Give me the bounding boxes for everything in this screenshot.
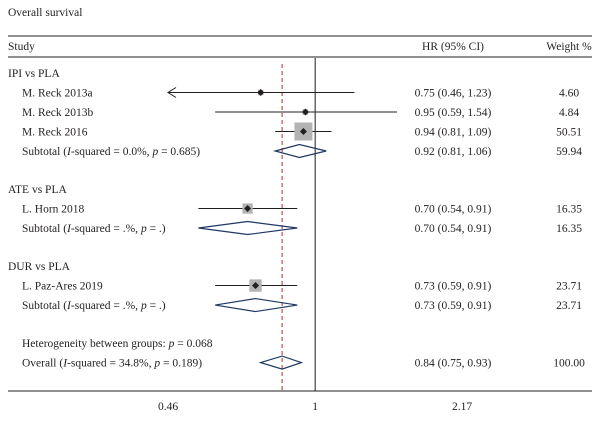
weight-value: 4.84 <box>559 107 579 119</box>
hr-value: 0.73 (0.59, 0.91) <box>415 281 492 293</box>
weight-value: 50.51 <box>556 127 582 139</box>
chart-title: Overall survival <box>8 7 82 19</box>
subtotal-hr-value: 0.70 (0.54, 0.91) <box>415 223 492 235</box>
study-name: M. Reck 2013b <box>22 107 93 119</box>
overall-weight-value: 100.00 <box>553 358 585 370</box>
hr-value: 0.95 (0.59, 1.54) <box>415 107 492 119</box>
subtotal-hr-value: 0.73 (0.59, 0.91) <box>415 300 492 312</box>
group-label: ATE vs PLA <box>8 184 67 196</box>
ci-arrow <box>167 87 177 98</box>
header-hr: HR (95% CI) <box>422 41 484 53</box>
point-estimate <box>301 108 309 116</box>
study-name: M. Reck 2013a <box>22 88 93 100</box>
subtotal-weight-value: 16.35 <box>556 223 582 235</box>
header-study: Study <box>8 41 35 53</box>
subtotal-hr-value: 0.92 (0.81, 1.06) <box>415 146 492 158</box>
subtotal-label: Subtotal (I-squared = .%, p = .) <box>22 300 166 312</box>
header-weight: Weight % <box>546 41 592 53</box>
overall-diamond <box>258 355 304 370</box>
study-name: L. Horn 2018 <box>22 204 85 216</box>
subtotal-diamond <box>215 297 298 313</box>
subtotal-label: Subtotal (I-squared = 0.0%, p = 0.685) <box>22 146 200 158</box>
weight-value: 4.60 <box>559 88 579 100</box>
hr-value: 0.94 (0.81, 1.09) <box>415 127 492 139</box>
study-name: L. Paz-Ares 2019 <box>22 281 103 293</box>
subtotal-label: Subtotal (I-squared = .%, p = .) <box>22 223 166 235</box>
overall-hr-value: 0.84 (0.75, 0.93) <box>415 358 492 370</box>
subtotal-weight-value: 59.94 <box>556 146 582 158</box>
weight-value: 16.35 <box>556 204 582 216</box>
hr-value: 0.75 (0.46, 1.23) <box>415 88 492 100</box>
x-tick-label: 1 <box>312 401 318 413</box>
subtotal-weight-value: 23.71 <box>556 300 582 312</box>
overall-label: Overall (I-squared = 34.8%, p = 0.189) <box>22 358 202 370</box>
point-estimate <box>299 128 307 135</box>
group-label: DUR vs PLA <box>8 261 71 273</box>
subtotal-diamond <box>272 143 327 159</box>
study-name: M. Reck 2016 <box>22 127 88 139</box>
x-tick-label: 2.17 <box>452 401 472 413</box>
point-estimate <box>244 205 252 213</box>
point-estimate <box>252 282 260 290</box>
subtotal-diamond <box>198 220 298 236</box>
weight-value: 23.71 <box>556 281 582 293</box>
hr-value: 0.70 (0.54, 0.91) <box>415 204 492 216</box>
heterogeneity-label: Heterogeneity between groups: p = 0.068 <box>22 338 213 350</box>
group-label: IPI vs PLA <box>8 68 60 80</box>
point-estimate <box>257 89 265 96</box>
x-tick-label: 0.46 <box>158 401 178 413</box>
